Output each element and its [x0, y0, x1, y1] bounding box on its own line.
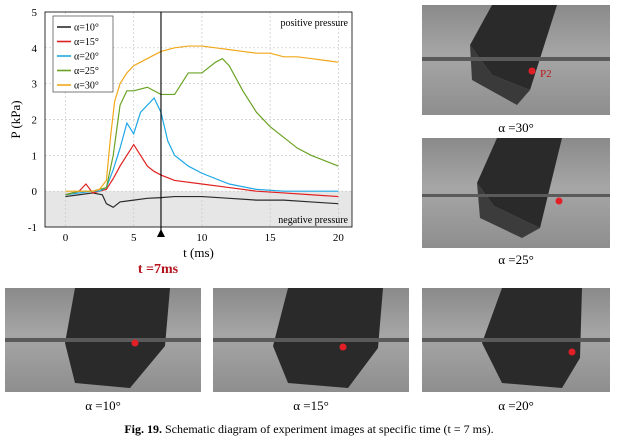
photo-alpha-10 — [5, 288, 201, 392]
x-tick-label: 15 — [265, 232, 277, 244]
figure-number: Fig. 19. — [124, 422, 162, 436]
series-line — [65, 45, 339, 192]
legend-label: α=20° — [74, 52, 99, 63]
figure-caption: Fig. 19. Schematic diagram of experiment… — [0, 422, 618, 437]
y-tick-label: 5 — [32, 7, 38, 19]
caption-alpha-10: α =10° — [85, 398, 121, 413]
x-tick-label: 5 — [131, 232, 137, 244]
series-line — [65, 143, 339, 198]
time-marker-label: t =7ms — [138, 262, 179, 275]
photo-alpha-25 — [422, 138, 610, 248]
series-line — [65, 57, 339, 196]
photo-alpha-15 — [213, 288, 409, 392]
photo-alpha-20 — [422, 288, 610, 392]
legend-label: α=30° — [74, 81, 99, 92]
negative-pressure-label: negative pressure — [278, 215, 348, 226]
plot-area: 0 5 10 15 20 -1 0 1 2 3 4 5 t (ms) P (kPa) positive pr… — [8, 7, 353, 275]
x-axis-label: t (ms) — [183, 245, 214, 260]
caption-alpha-30: α =30° — [498, 120, 534, 135]
legend-label: α=15° — [74, 37, 99, 48]
x-tick-label: 20 — [333, 232, 345, 244]
legend-label: α=25° — [74, 66, 99, 77]
legend-label: α=10° — [74, 23, 99, 34]
x-tick-label: 0 — [63, 232, 69, 244]
figure-text: Schematic diagram of experiment images a… — [165, 422, 494, 436]
plot-frame — [44, 11, 353, 228]
caption-alpha-20: α =20° — [498, 398, 534, 413]
series-line — [65, 192, 339, 209]
caption-alpha-25: α =25° — [498, 252, 534, 267]
legend-box — [52, 15, 114, 93]
positive-pressure-label: positive pressure — [281, 18, 349, 29]
y-tick-label: 2 — [32, 115, 38, 127]
y-axis-label: P (kPa) — [8, 100, 23, 138]
y-tick-label: 0 — [32, 186, 38, 198]
y-tick-label: -1 — [28, 222, 37, 234]
y-tick-label: 1 — [32, 150, 38, 162]
probe-label-p2: P2 — [540, 68, 552, 80]
caption-alpha-15: α =15° — [293, 398, 329, 413]
series-line — [65, 96, 339, 196]
y-tick-label: 4 — [32, 43, 38, 55]
x-tick-label: 10 — [196, 232, 208, 244]
time-marker-arrow — [156, 229, 165, 237]
photo-alpha-30: P2 — [422, 5, 610, 115]
y-tick-label: 3 — [32, 79, 38, 91]
pressure-chart: 0 5 10 15 20 -1 0 1 2 3 4 5 t (ms) P (kPa) positive pr… — [8, 7, 353, 275]
